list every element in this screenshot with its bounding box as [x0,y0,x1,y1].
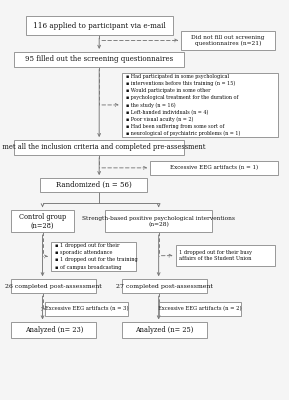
Text: ▪ neurological of psychiatric problems (n = 1): ▪ neurological of psychiatric problems (… [126,131,240,136]
Text: Excessive EEG artifacts (n = 2): Excessive EEG artifacts (n = 2) [158,306,242,312]
Text: ▪ Poor visual acuity (n = 2): ▪ Poor visual acuity (n = 2) [126,117,193,122]
Text: ▪ 1 dropped out for the training: ▪ 1 dropped out for the training [55,258,138,262]
Text: Control group
(n=28): Control group (n=28) [19,212,66,230]
FancyBboxPatch shape [122,322,207,338]
Text: 95 filled out the screening questionnaires: 95 filled out the screening questionnair… [25,55,173,63]
FancyBboxPatch shape [150,161,278,174]
Text: Analyzed (n= 23): Analyzed (n= 23) [25,326,83,334]
FancyBboxPatch shape [11,279,96,293]
FancyBboxPatch shape [11,210,74,232]
Text: ▪ 1 dropped out for their: ▪ 1 dropped out for their [55,243,120,248]
Text: ▪ the study (n = 16): ▪ the study (n = 16) [126,102,176,108]
FancyBboxPatch shape [122,72,278,137]
Text: ▪ Had participated in some psychological: ▪ Had participated in some psychological [126,74,229,79]
Text: Excessive EEG artifacts (n = 1): Excessive EEG artifacts (n = 1) [170,165,258,170]
Text: 57 met all the inclusion criteria and completed pre-assessment: 57 met all the inclusion criteria and co… [0,144,206,152]
FancyBboxPatch shape [176,246,275,266]
FancyBboxPatch shape [105,210,212,232]
FancyBboxPatch shape [51,242,136,270]
FancyBboxPatch shape [11,322,96,338]
Text: Analyzed (n= 25): Analyzed (n= 25) [135,326,194,334]
Text: ▪ of campus broadcasting: ▪ of campus broadcasting [55,264,122,270]
Text: Did not fill out screening
questionnaires (n=21): Did not fill out screening questionnaire… [191,35,265,46]
Text: ▪ psychological treatment for the duration of: ▪ psychological treatment for the durati… [126,95,238,100]
FancyBboxPatch shape [40,178,147,192]
Text: 1 dropped out for their busy
affairs of the Student Union: 1 dropped out for their busy affairs of … [179,250,252,261]
Text: Randomized (n = 56): Randomized (n = 56) [56,181,131,189]
FancyBboxPatch shape [122,279,207,293]
FancyBboxPatch shape [25,16,173,35]
Text: ▪ sporadic attendance: ▪ sporadic attendance [55,250,113,256]
Text: Excessive EEG artifacts (n = 3): Excessive EEG artifacts (n = 3) [45,306,128,312]
FancyBboxPatch shape [181,31,275,50]
FancyBboxPatch shape [14,52,184,67]
Text: 26 completed post-assessment: 26 completed post-assessment [5,284,102,289]
Text: ▪ Left-handed individuals (n = 4): ▪ Left-handed individuals (n = 4) [126,110,208,115]
Text: ▪ interventions before this training (n = 15): ▪ interventions before this training (n … [126,81,235,86]
Text: 116 applied to participant via e-mail: 116 applied to participant via e-mail [33,22,166,30]
Text: ▪ Would participate in some other: ▪ Would participate in some other [126,88,211,93]
FancyBboxPatch shape [45,302,127,316]
FancyBboxPatch shape [159,302,241,316]
FancyBboxPatch shape [14,140,184,155]
Text: ▪ Had been suffering from some sort of: ▪ Had been suffering from some sort of [126,124,225,129]
Text: 27 completed post-assessment: 27 completed post-assessment [116,284,213,289]
Text: Strength-based positive psychological interventions
(n=28): Strength-based positive psychological in… [82,216,235,227]
